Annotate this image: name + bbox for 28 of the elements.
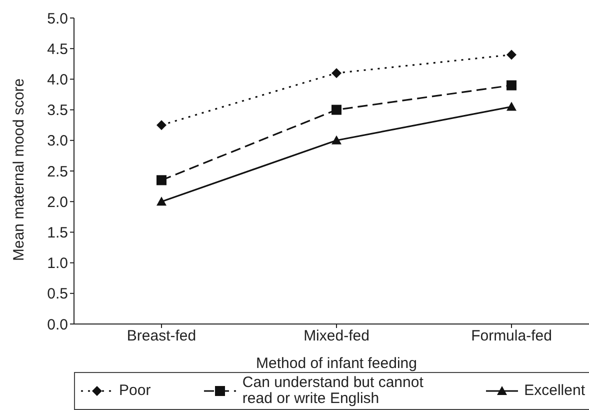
y-tick-label: 1.5 — [47, 224, 68, 242]
x-axis-title: Method of infant feeding — [256, 355, 417, 372]
y-tick-label: 2.5 — [47, 163, 68, 180]
y-tick-label: 4.0 — [47, 72, 68, 89]
y-tick-label: 3.0 — [47, 132, 68, 150]
point — [332, 68, 342, 78]
x-tick-label: Mixed-fed — [304, 328, 370, 345]
legend-label: Can understand but cannot read or write English — [242, 374, 424, 407]
legend-label: Poor — [119, 382, 151, 399]
point — [332, 104, 342, 115]
point — [156, 175, 166, 186]
y-tick-label: 4.5 — [47, 40, 68, 58]
y-tick-label: 0.5 — [47, 286, 68, 303]
point — [506, 50, 516, 60]
y-tick-label: 3.5 — [47, 102, 68, 120]
point — [156, 196, 166, 206]
point — [332, 135, 342, 144]
y-tick-label: 0.0 — [47, 316, 68, 334]
y-tick-label: 1.0 — [47, 255, 68, 272]
y-tick-label: 5.0 — [47, 10, 68, 28]
point — [156, 120, 166, 130]
x-tick-label: Formula-fed — [471, 328, 552, 345]
point — [506, 102, 516, 111]
y-axis-title: Mean maternal mood score — [10, 78, 28, 261]
x-tick-label: Breast-fed — [126, 328, 196, 345]
legend-label: Excellent — [524, 382, 585, 399]
point — [506, 80, 516, 90]
y-tick-label: 2.0 — [47, 194, 68, 211]
